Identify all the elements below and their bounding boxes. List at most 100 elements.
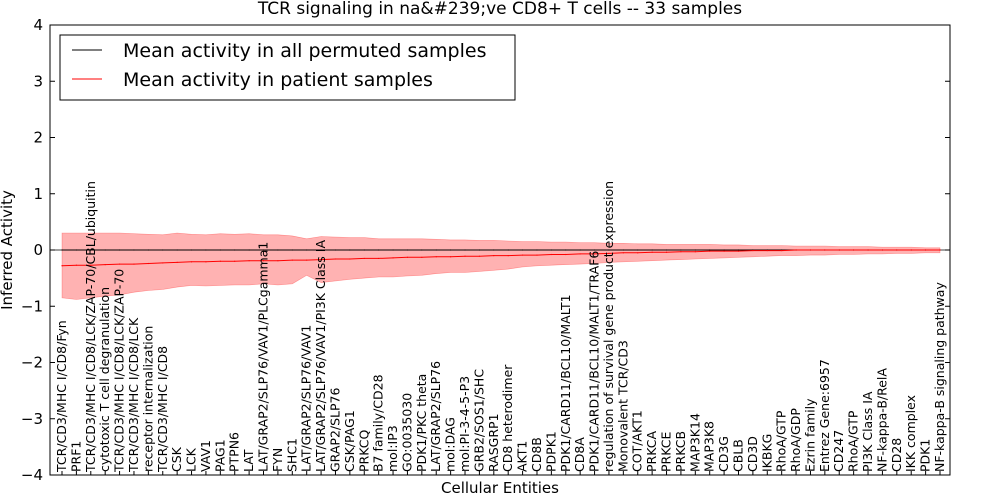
data-point-permuted [493,249,495,251]
x-tick-label: PDK1/CARD11/BCL10/MALT1 [558,294,573,472]
y-axis: −4 −3 −2 −1 0 1 2 3 4 [21,16,950,484]
data-point-patient [147,262,149,265]
data-point-patient [507,255,509,257]
x-tick-label: Ezrin family [802,398,817,472]
x-tick-label: GRAP2/SLP76 [327,387,342,472]
x-tick-label: PDK1/CARD11/BCL10/MALT1/TRAF6 [587,251,602,472]
x-tick-label: mol:PI-3-4-5-P3 [457,376,472,472]
data-point-patient [205,261,207,263]
data-point-patient [910,249,912,251]
x-tick-label: RhoA/GTP [846,410,861,472]
data-point-patient [737,250,740,252]
data-point-patient [176,261,178,263]
data-point-patient [795,249,797,251]
data-point-permuted [75,249,77,251]
data-point-patient [838,249,840,251]
data-point-patient [752,249,754,252]
x-tick-label: MAP3K8 [702,421,717,472]
data-point-permuted [349,249,351,251]
x-tick-label: LAT/GRAP2/SLP76/VAV1/PI3K Class IA [313,240,328,472]
x-tick-label: SHC1 [284,438,299,472]
data-point-permuted [723,249,725,251]
data-point-permuted [464,249,466,251]
x-tick-label: VAV1 [198,440,213,472]
data-point-patient [104,264,106,266]
x-tick-label: CD247 [831,430,846,472]
data-point-patient [809,249,812,251]
data-point-permuted [61,249,63,251]
data-point-patient [363,257,365,260]
data-point-patient [277,260,279,262]
data-point-permuted [190,249,193,251]
data-point-permuted [378,249,380,251]
x-tick-label: RhoA/GTP [774,410,789,472]
x-tick-label: CD28 [889,438,904,472]
x-tick-label: LAT/GRAP2/SLP76 [428,361,443,472]
x-tick-label: IKK complex [903,395,918,472]
data-point-patient [118,263,121,265]
data-point-permuted [450,249,452,251]
data-point-permuted [162,249,164,251]
y-tick-label: −3 [21,410,43,428]
x-tick-label: NF-kappa-B signaling pathway [932,282,947,472]
data-point-permuted [709,249,711,251]
x-tick-label: PDPK1 [543,431,558,472]
data-point-patient [680,251,682,253]
x-tick-label: cytotoxic T cell degranulation [97,287,112,472]
data-point-patient [291,259,293,261]
legend-label-patient: Mean activity in patient samples [123,69,433,91]
data-point-permuted [248,249,250,251]
x-tick-label: B7 family/CD28 [371,374,386,472]
data-point-patient [939,249,941,251]
data-point-permuted [665,249,668,251]
x-tick-label: CD8A [572,437,587,472]
data-point-permuted [133,249,135,251]
data-point-permuted [651,249,653,251]
data-point-patient [162,262,164,264]
data-point-patient [694,251,696,253]
data-point-permuted [306,249,308,251]
data-point-patient [90,264,92,266]
data-point-permuted [147,249,149,251]
data-point-permuted [507,249,509,251]
data-point-permuted [550,249,552,251]
data-point-patient [781,249,783,252]
data-point-patient [421,256,423,258]
x-tick-label: LAT [241,449,256,472]
y-tick-label: 2 [33,129,43,147]
data-point-patient [133,263,135,265]
y-axis-title: Inferred Activity [0,190,16,310]
data-point-permuted [392,249,394,251]
data-point-permuted [737,249,740,251]
data-point-patient [248,260,250,262]
x-tick-label: CD3G [716,436,731,472]
x-tick-label: Entrez Gene:6957 [817,359,832,472]
data-point-patient [75,264,77,266]
plot-area [50,232,950,300]
data-point-permuted [234,249,236,251]
x-tick-label: CD3D [745,436,760,472]
x-tick-label: TCR/CD3/MHC I/CD8 [155,346,170,473]
data-point-patient [450,256,452,258]
data-point-permuted [277,249,279,251]
x-tick-label: RhoA/GDP [788,408,803,472]
data-point-permuted [694,249,696,251]
data-point-patient [766,249,768,252]
data-point-patient [320,258,322,261]
data-point-permuted [608,249,610,251]
data-point-permuted [176,249,178,251]
data-point-patient [896,249,898,251]
data-point-permuted [118,249,121,251]
data-point-permuted [363,249,365,251]
x-tick-label: mol:DAG [443,417,458,472]
x-tick-label: IKBKG [759,434,774,472]
x-tick-label: RASGRP1 [486,413,501,472]
data-point-patient [925,249,927,251]
data-point-permuted [637,249,639,251]
data-point-patient [637,252,639,254]
x-tick-label: LAT/GRAP2/SLP76/VAV1/PLCgamma1 [256,242,271,472]
x-tick-label: PAG1 [212,439,227,472]
x-tick-label: PI3K Class IA [860,391,875,472]
data-point-patient [651,251,653,253]
